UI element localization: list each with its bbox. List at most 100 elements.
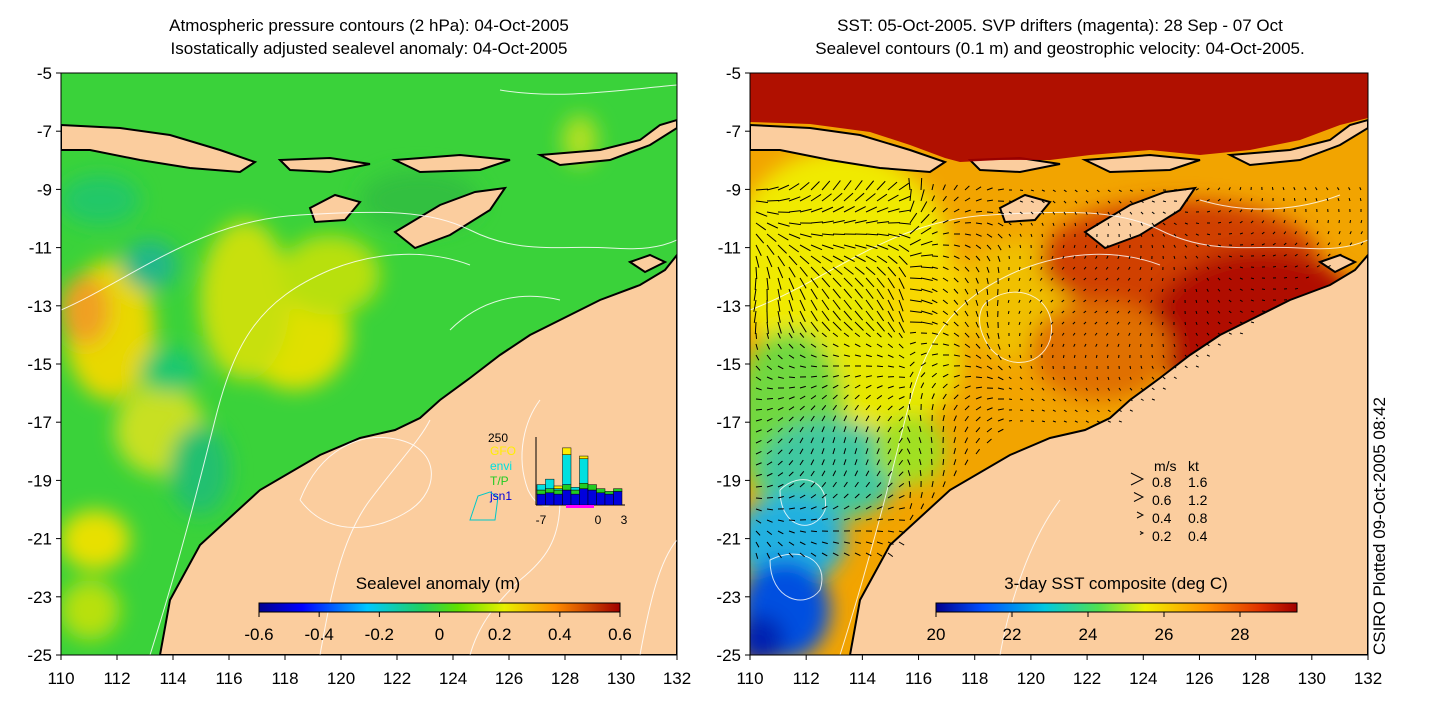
velocity-arrow [843,266,854,275]
velocity-arrow [1162,211,1166,214]
velocity-arrow [1228,198,1232,202]
right-x-tick-label: 124 [1129,669,1157,688]
velocity-arrow [832,384,839,389]
velocity-arrow [1050,321,1054,325]
velocity-arrow [1140,365,1143,370]
velocity-arrow [931,299,938,304]
velocity-arrow [1140,189,1144,192]
velocity-arrow [898,310,904,323]
velocity-arrow [1206,199,1210,202]
velocity-arrow [1206,255,1210,259]
velocity-arrow [942,332,949,336]
velocity-arrow [1019,398,1023,401]
velocity-arrow [766,277,769,290]
velocity-arrow [953,220,960,224]
velocity-arrow [953,384,960,389]
velocity-arrow [1206,332,1210,336]
velocity-arrow [1239,198,1242,202]
velocity-arrow [986,255,991,262]
velocity-arrow [986,321,989,328]
velocity-arrow [920,299,933,305]
velocity-arrow [975,448,981,455]
velocity-key-header-kt: kt [1188,458,1199,474]
velocity-arrow [1239,288,1243,291]
velocity-arrow [876,288,885,300]
velocity-arrow [997,343,1001,350]
velocity-arrow [1096,189,1100,193]
velocity-arrow [1041,211,1045,215]
velocity-arrow [777,365,784,370]
credit-text: CSIRO Plotted 09-Oct-2005 08:42 [1370,397,1389,655]
velocity-arrow [1008,244,1011,248]
velocity-arrow [1116,277,1120,281]
velocity-arrow [1151,244,1154,249]
velocity-arrow [953,208,960,213]
velocity-arrow [975,386,983,389]
velocity-arrow [755,266,758,280]
velocity-arrow [909,382,913,389]
velocity-arrow [1294,242,1298,246]
velocity-arrow [931,277,938,281]
velocity-arrow [953,299,959,305]
velocity-arrow [1106,255,1109,259]
velocity-arrow [755,188,769,191]
velocity-arrow [766,186,779,191]
velocity-arrow [755,233,765,244]
velocity-arrow [1283,276,1288,279]
velocity-arrow [766,496,774,499]
velocity-arrow [1073,255,1076,259]
velocity-arrow [1029,277,1032,281]
velocity-key-arrow [1133,492,1145,502]
velocity-arrow [909,361,915,367]
sst-colorbar-tick-label: 22 [1003,625,1022,644]
velocity-arrow [1051,266,1054,270]
velocity-arrow [1325,187,1329,191]
velocity-arrow [887,310,895,322]
velocity-arrow [865,384,872,389]
velocity-arrow [876,437,880,444]
velocity-arrow [854,321,864,331]
velocity-arrow [898,343,904,349]
velocity-arrow [799,416,805,422]
velocity-arrow [865,375,872,378]
velocity-arrow [766,199,780,202]
velocity-arrow [1105,288,1109,292]
velocity-arrow [986,417,993,422]
right-x-tick-label: 112 [793,669,820,688]
velocity-arrow [1041,376,1044,380]
velocity-arrow [920,240,933,246]
velocity-arrow [788,277,795,290]
velocity-arrow [1128,332,1131,336]
velocity-arrow [876,299,884,311]
velocity-arrow [1008,211,1012,214]
velocity-arrow [1316,231,1319,235]
velocity-arrow [1118,376,1121,380]
velocity-arrow [1083,299,1087,303]
right-x-tick-label: 128 [1241,669,1269,688]
left-y-tick-label: -17 [27,413,52,432]
velocity-arrow [1106,244,1109,249]
velocity-arrow [854,343,861,348]
velocity-arrow [997,233,1003,239]
velocity-arrow [1041,409,1045,412]
velocity-arrow [1129,365,1132,370]
velocity-arrow [887,244,899,251]
velocity-arrow [1206,244,1210,247]
velocity-arrow [832,244,845,249]
velocity-arrow [854,481,859,488]
velocity-arrow [1228,321,1232,325]
velocity-arrow [887,552,894,557]
velocity-arrow [810,552,817,557]
right-y-tick-label: -23 [716,588,741,607]
velocity-arrow [821,220,834,224]
velocity-arrow [810,194,822,202]
velocity-arrow [1074,200,1078,204]
velocity-arrow [766,332,770,339]
velocity-arrow [788,448,793,455]
left-y-tick-label: -9 [37,180,52,199]
velocity-arrow [1041,222,1044,226]
velocity-arrow [777,184,790,191]
velocity-arrow [1139,255,1142,260]
velocity-arrow [810,506,817,510]
velocity-arrow [1272,254,1276,257]
